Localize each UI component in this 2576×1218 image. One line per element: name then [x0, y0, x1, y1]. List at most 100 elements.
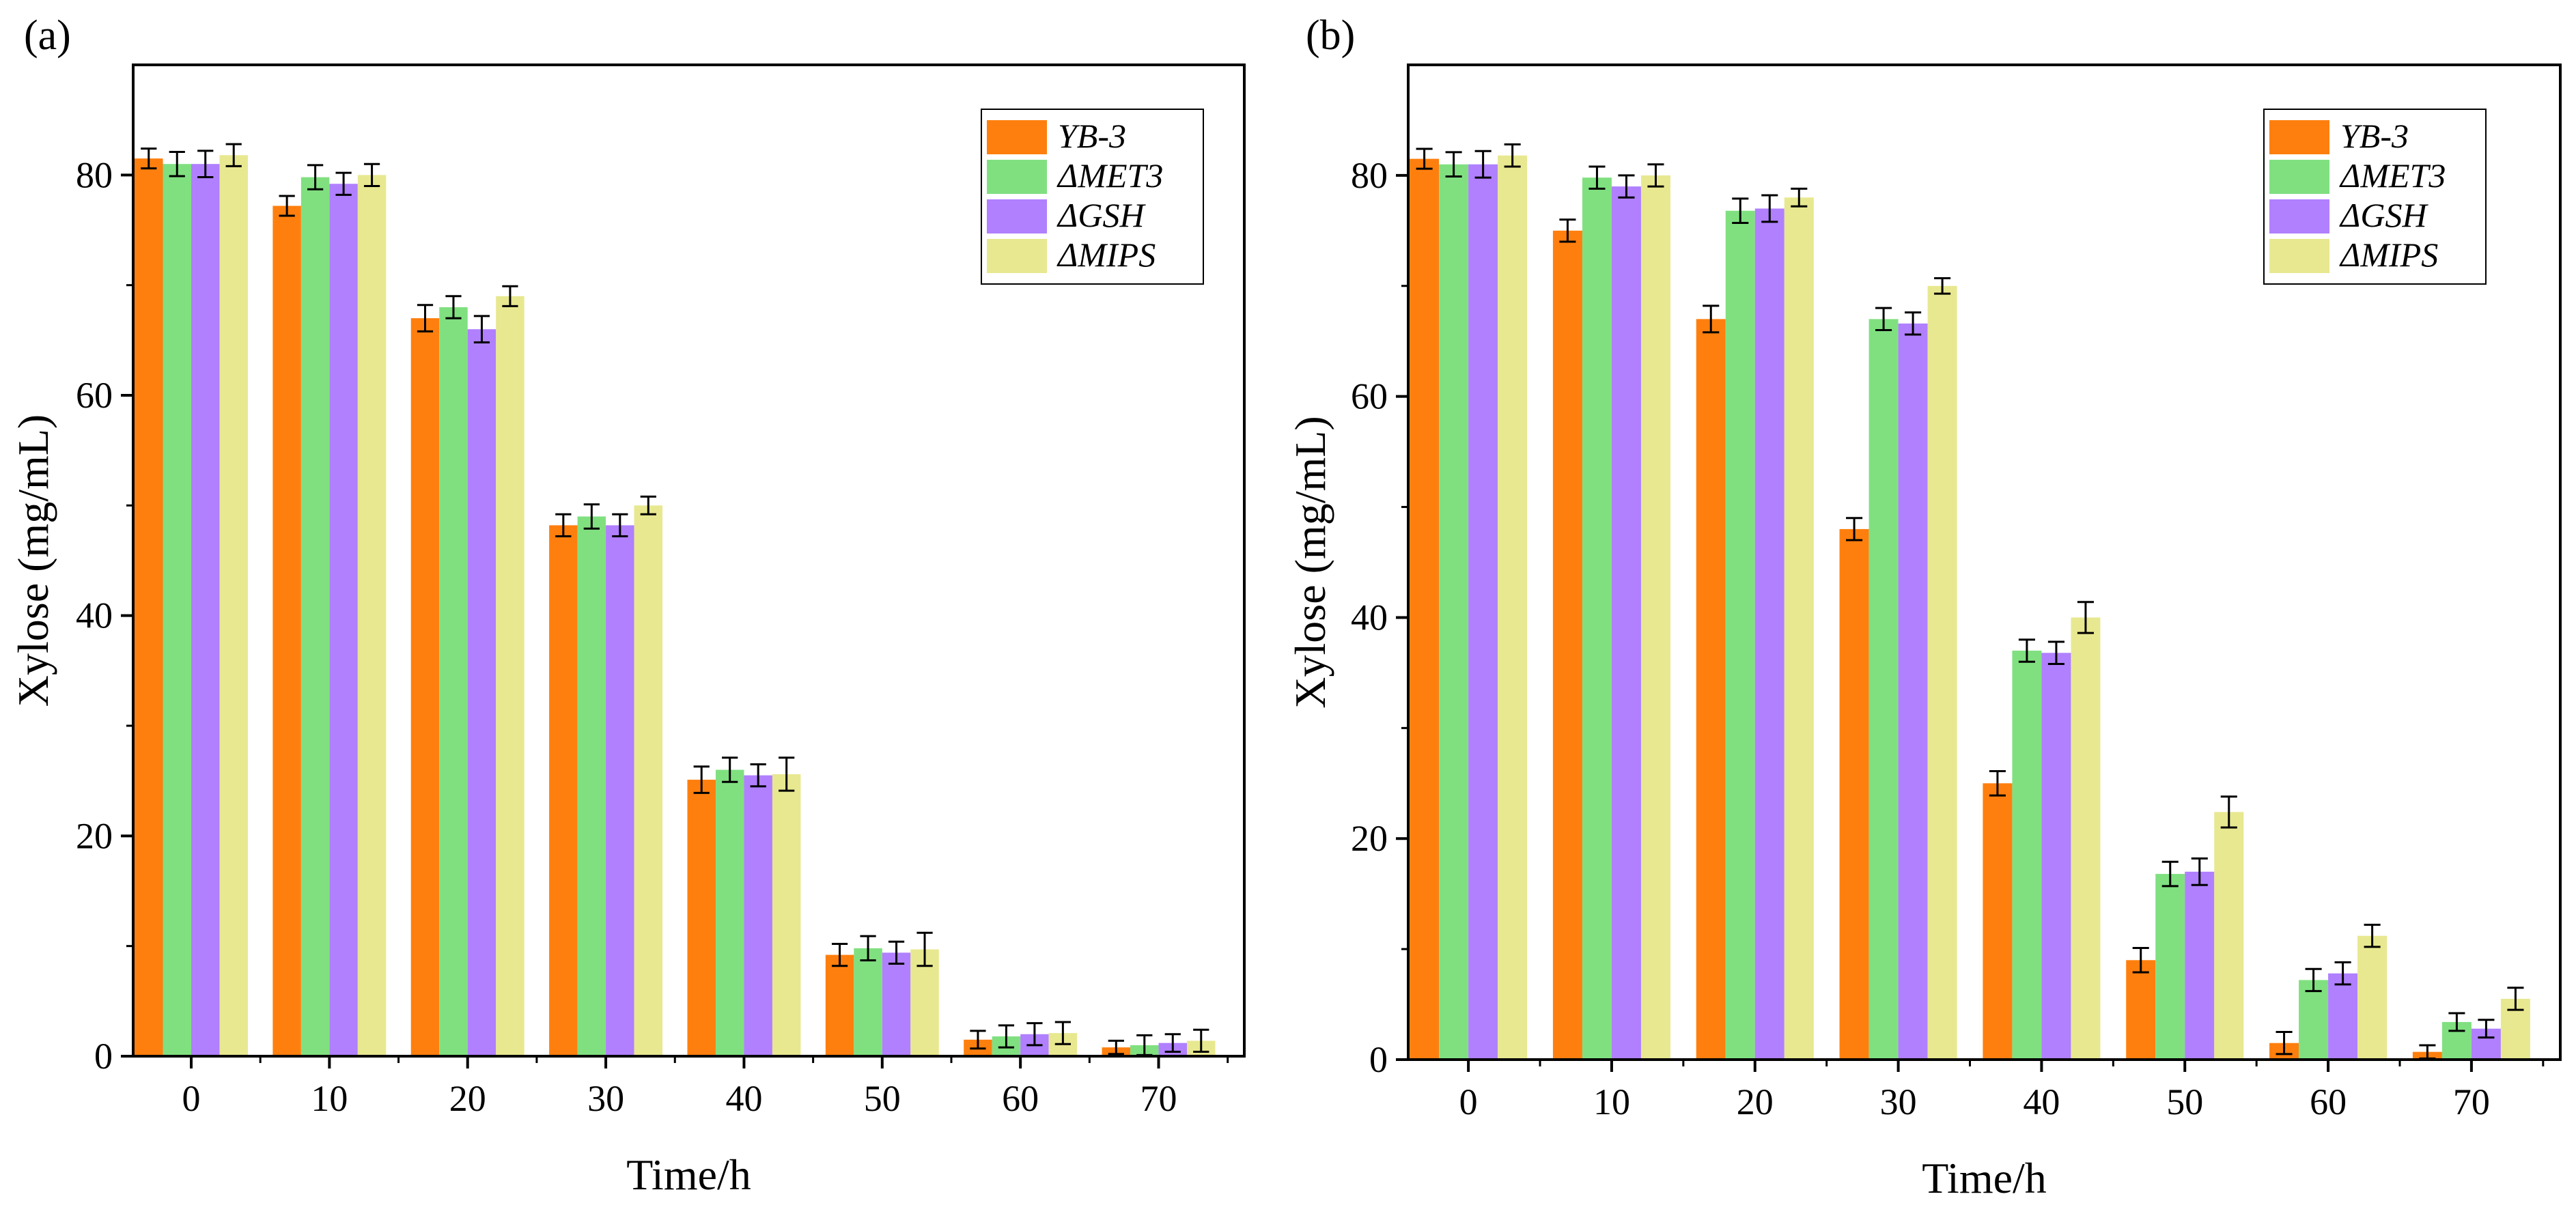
- bar: [163, 164, 191, 1057]
- error-bar: [1588, 165, 1606, 190]
- y-tick-label: 40: [1351, 597, 1388, 638]
- bar: [135, 158, 163, 1057]
- error-bar: [640, 495, 656, 515]
- bar: [772, 774, 801, 1056]
- bar: [1839, 528, 1869, 1060]
- y-tick-label: 60: [1351, 376, 1388, 417]
- error-bar: [860, 935, 876, 962]
- bar: [882, 952, 911, 1056]
- chart-panel-a: (a) 0 10 20 30 40 50 60 70 0 20 40 60 80 Time/h Xylose …: [9, 12, 1246, 1199]
- y-tick-label: 80: [1351, 155, 1388, 196]
- legend-swatch: [987, 120, 1047, 154]
- bar: [1611, 186, 1641, 1060]
- y-tick-label: 80: [76, 154, 113, 195]
- error-bar: [2448, 1012, 2465, 1032]
- error-bar: [722, 756, 738, 783]
- error-bar: [1934, 277, 1951, 295]
- error-bar: [2305, 967, 2322, 993]
- error-bar: [970, 1030, 986, 1050]
- bar: [1640, 175, 1670, 1060]
- error-bar: [2047, 640, 2064, 665]
- bar: [219, 155, 248, 1056]
- x-tick-label: 70: [2453, 1081, 2490, 1122]
- error-bar: [169, 150, 185, 178]
- x-tick-label: 10: [1593, 1081, 1630, 1122]
- error-bar: [1905, 311, 1922, 336]
- bar: [577, 516, 606, 1056]
- y-tick-label: 60: [76, 375, 113, 416]
- bar: [1784, 197, 1814, 1060]
- bar: [910, 949, 939, 1056]
- x-tick-label: 60: [1002, 1078, 1039, 1119]
- legend-swatch: [987, 160, 1047, 194]
- error-bar: [1164, 1033, 1181, 1053]
- bar: [467, 329, 496, 1057]
- error-bar: [1026, 1022, 1043, 1047]
- error-bar: [693, 765, 710, 794]
- error-bar: [555, 513, 572, 538]
- legend-label: ΔMIPS: [2339, 236, 2438, 274]
- error-bar: [916, 931, 933, 967]
- bar: [496, 296, 524, 1056]
- error-bar: [831, 942, 848, 967]
- legend-label: ΔGSH: [1056, 196, 1146, 234]
- x-tick-label: 30: [1880, 1081, 1917, 1122]
- bar: [272, 206, 301, 1057]
- error-bar: [1732, 197, 1749, 225]
- y-axis-label: Xylose (mg/mL): [1286, 416, 1334, 708]
- bar: [1552, 230, 1582, 1060]
- bar: [1898, 323, 1928, 1060]
- bar: [1498, 155, 1528, 1060]
- error-bar: [750, 763, 766, 788]
- error-bar: [2478, 1019, 2495, 1039]
- error-bar: [473, 315, 490, 344]
- x-axis-label: Time/h: [626, 1150, 751, 1199]
- error-bar: [279, 195, 295, 217]
- error-bar: [2334, 961, 2351, 986]
- bar: [2041, 653, 2071, 1060]
- error-bar: [417, 304, 434, 332]
- legend-swatch: [987, 199, 1047, 233]
- legend-swatch: [2269, 239, 2329, 273]
- bar: [687, 780, 716, 1056]
- panel-label: (b): [1306, 12, 1355, 59]
- bar: [1754, 208, 1784, 1060]
- bar: [300, 177, 330, 1056]
- bar: [2012, 651, 2042, 1060]
- bar: [854, 948, 882, 1056]
- x-tick-label: 20: [1737, 1081, 1774, 1122]
- y-tick-label: 0: [94, 1036, 113, 1077]
- y-axis-label: Xylose (mg/mL): [9, 414, 57, 707]
- error-bar: [225, 143, 242, 167]
- bar: [1696, 319, 1726, 1060]
- error-bar: [335, 171, 352, 196]
- bar: [410, 318, 440, 1057]
- error-bar: [141, 147, 157, 170]
- legend-label: ΔMET3: [2339, 156, 2446, 195]
- plot-frame: [1407, 63, 2562, 1061]
- x-tick-label: 50: [2166, 1081, 2203, 1122]
- bar: [744, 775, 772, 1056]
- legend-label: ΔMET3: [1056, 156, 1163, 195]
- legend-swatch: [987, 239, 1047, 273]
- bar: [1582, 178, 1612, 1060]
- error-bar: [1791, 187, 1808, 208]
- bar: [825, 954, 854, 1056]
- error-bar: [1193, 1028, 1209, 1053]
- error-bar: [2077, 601, 2094, 634]
- bar: [2357, 935, 2388, 1060]
- error-bar: [1989, 769, 2006, 797]
- error-bar: [2276, 1031, 2293, 1056]
- bar: [191, 164, 220, 1057]
- legend-label: YB-3: [2340, 117, 2409, 155]
- error-bar: [363, 162, 380, 187]
- error-bar: [1703, 304, 1720, 334]
- error-bar: [888, 940, 905, 965]
- error-bar: [612, 513, 628, 538]
- bar: [549, 525, 578, 1056]
- error-bar: [1559, 218, 1576, 243]
- chart-panel-b: (b) 0 10 20 30 40 50 60 70 0 20 40 60 80 Time/h Xylose …: [1286, 12, 2562, 1202]
- bar: [1868, 319, 1899, 1060]
- bar: [634, 505, 663, 1056]
